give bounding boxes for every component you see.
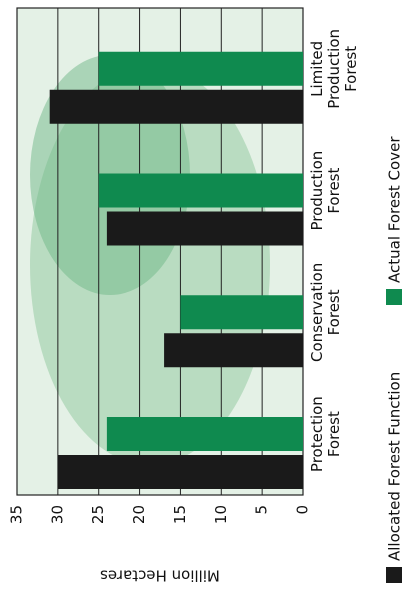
bar <box>98 173 304 208</box>
bar <box>106 417 303 451</box>
x-tick-label-box: Production Forest <box>309 150 343 231</box>
y-tick-label: 5 <box>253 505 271 515</box>
plot-frame <box>16 7 304 496</box>
x-tick-label: Protection Forest <box>309 396 343 473</box>
bar <box>57 455 303 489</box>
y-tick-label: 15 <box>171 505 189 524</box>
bar <box>106 211 303 246</box>
bar <box>98 51 304 86</box>
y-tick-label: 30 <box>48 505 66 524</box>
y-tick-label: 35 <box>8 505 26 524</box>
y-tick-label: 10 <box>212 505 230 524</box>
y-tick-label: 20 <box>130 505 148 524</box>
legend-swatch <box>386 567 402 583</box>
x-tick-label: Limited Production Forest <box>309 28 360 109</box>
x-tick-label-box: Limited Production Forest <box>309 28 360 109</box>
x-tick-label-box: Conservation Forest <box>309 262 343 362</box>
x-tick-label: Production Forest <box>309 150 343 231</box>
y-tick-label: 25 <box>89 505 107 524</box>
rotated-chart: Million Hectares 0 5 10 15 20 25 30 35 Protectio… <box>8 7 404 585</box>
x-tick-label-box: Protection Forest <box>309 396 343 473</box>
axis-title: Million Hectares <box>100 567 220 585</box>
bar <box>180 295 303 330</box>
x-tick-label: Conservation Forest <box>309 262 343 362</box>
y-tick-label: 0 <box>294 505 312 515</box>
bar <box>164 333 303 368</box>
legend-label: Allocated Forest Function <box>386 372 404 561</box>
bar <box>49 89 303 124</box>
legend-swatch <box>386 289 402 305</box>
legend-label: Actual Forest Cover <box>386 136 404 283</box>
